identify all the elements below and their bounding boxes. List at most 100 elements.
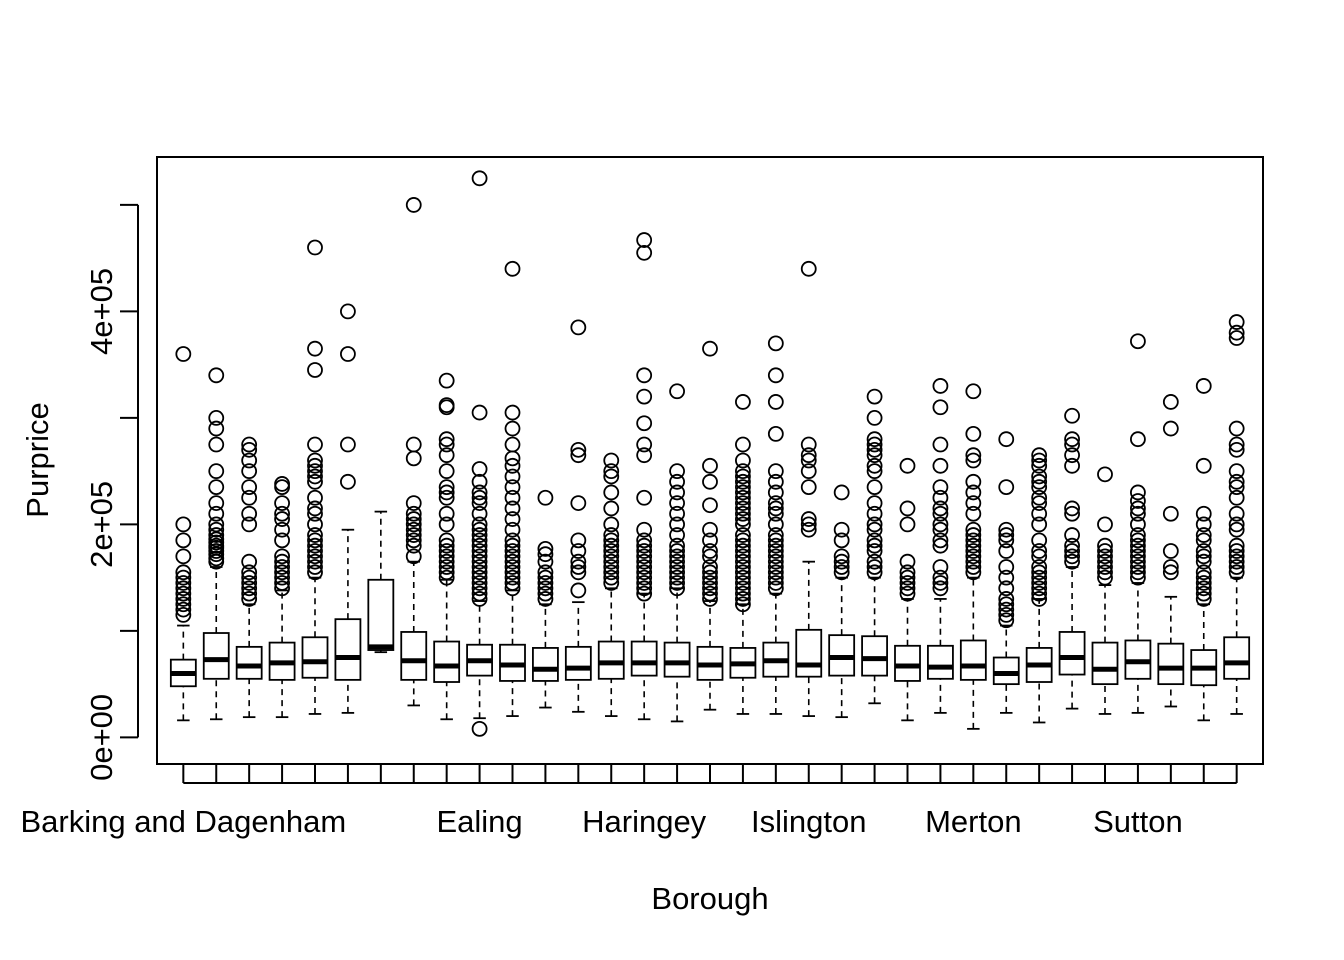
outlier-point (833, 521, 850, 538)
outlier-point (998, 607, 1015, 623)
outlier-point (570, 564, 587, 581)
outlier-point (636, 532, 653, 549)
outlier-point (274, 553, 290, 570)
outlier-point (1031, 489, 1048, 506)
outlier-point (636, 553, 653, 570)
outlier-point (471, 564, 488, 581)
outlier-point (438, 397, 455, 414)
outlier-point (1031, 505, 1048, 522)
outlier-point (537, 585, 554, 602)
box-group (367, 510, 395, 654)
outlier-point (471, 720, 488, 737)
box-iqr (202, 632, 230, 680)
outlier-point (1130, 516, 1146, 533)
outlier-point (504, 404, 521, 421)
outlier-point (636, 543, 653, 559)
outlier-point (866, 431, 883, 448)
box-group (663, 383, 691, 723)
outlier-point (1097, 559, 1113, 575)
outlier-point (537, 489, 554, 506)
outlier-point (669, 569, 685, 586)
outlier-point (175, 516, 192, 533)
outlier-point (965, 473, 982, 490)
outlier-point (1162, 564, 1179, 581)
outlier-point (471, 559, 488, 575)
outlier-point (241, 489, 258, 506)
outlier-point (998, 580, 1015, 597)
outlier-point (767, 569, 784, 586)
box-group (564, 319, 592, 713)
outlier-point (603, 548, 620, 565)
outlier-point (669, 495, 685, 511)
outlier-point (1031, 532, 1048, 549)
outlier-point (1228, 548, 1245, 565)
outlier-point (1195, 591, 1212, 607)
outlier-point (504, 564, 521, 581)
outlier-point (1162, 559, 1179, 575)
outlier-point (866, 436, 883, 453)
outlier-point (735, 394, 751, 410)
outlier-point (866, 410, 883, 426)
outlier-point (1195, 532, 1212, 549)
outlier-point (1195, 457, 1212, 474)
outlier-point (767, 394, 784, 410)
outlier-point (1031, 548, 1048, 565)
outlier-point (1031, 569, 1048, 586)
outlier-point (932, 580, 949, 597)
outlier-point (241, 569, 258, 586)
outlier-point (241, 516, 258, 533)
outlier-point (274, 580, 290, 597)
outlier-point (307, 489, 323, 506)
outlier-point (537, 553, 554, 570)
outlier-point (1064, 500, 1080, 517)
box-group (433, 372, 461, 721)
outlier-point (932, 516, 949, 533)
outlier-point (866, 463, 883, 480)
box-iqr (927, 644, 954, 680)
outlier-point (767, 473, 784, 490)
outlier-point (274, 564, 290, 581)
outlier-point (998, 532, 1015, 549)
outlier-point (702, 532, 718, 549)
outlier-point (274, 495, 290, 511)
outlier-point (1228, 505, 1245, 522)
outlier-point (767, 463, 784, 480)
outlier-point (438, 484, 455, 501)
box-group (400, 197, 428, 707)
outlier-point (175, 548, 192, 565)
outlier-point (1228, 537, 1245, 554)
box-iqr (532, 647, 559, 682)
outlier-point (471, 170, 488, 187)
y-axis: 0e+00 2e+05 4e+05 (84, 203, 139, 781)
box-group (235, 436, 263, 719)
outlier-point (307, 505, 323, 522)
outlier-point (175, 575, 192, 591)
x-axis-label: Borough (651, 881, 768, 916)
outlier-point (307, 473, 323, 490)
outlier-point (899, 457, 916, 474)
outlier-point (1064, 527, 1080, 543)
outlier-point (307, 468, 323, 485)
outlier-point (241, 564, 258, 581)
outlier-point (735, 479, 751, 496)
outlier-point (1162, 505, 1179, 522)
outlier-point (175, 596, 192, 613)
outlier-point (438, 543, 455, 559)
outlier-point (1228, 553, 1245, 570)
outlier-point (307, 452, 323, 469)
outlier-point (1195, 548, 1212, 565)
outlier-point (833, 532, 850, 549)
outlier-point (866, 521, 883, 538)
outlier-point (1228, 473, 1245, 490)
outlier-point (932, 479, 949, 496)
outlier-point (636, 585, 653, 602)
outlier-point (471, 484, 488, 501)
outlier-point (175, 585, 192, 602)
outlier-point (405, 516, 422, 533)
outlier-point (702, 559, 718, 575)
outlier-point (866, 505, 883, 522)
box-iqr (564, 645, 592, 681)
outlier-point (965, 425, 982, 442)
outlier-point (307, 553, 323, 570)
outlier-point (932, 378, 949, 394)
